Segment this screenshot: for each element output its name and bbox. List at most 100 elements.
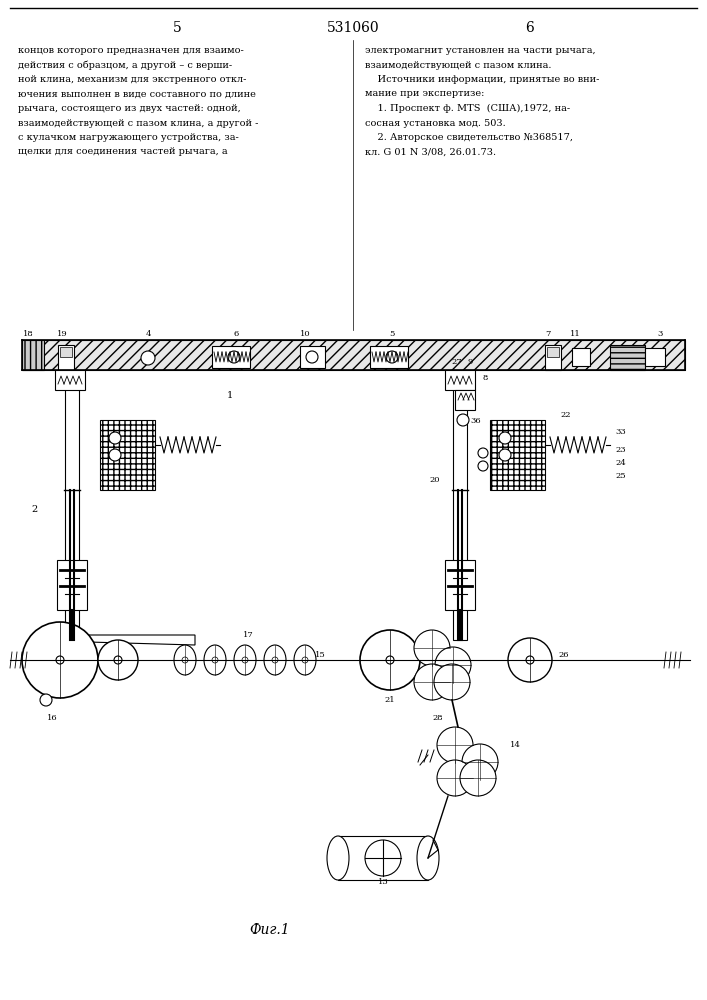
Text: 22: 22 xyxy=(560,411,571,419)
Circle shape xyxy=(109,449,121,461)
Bar xyxy=(490,420,545,490)
Circle shape xyxy=(437,760,473,796)
Bar xyxy=(370,346,408,368)
Bar xyxy=(212,346,250,368)
Text: 28: 28 xyxy=(433,714,443,722)
Text: 1. Проспект ф. МТS  (США),1972, на-: 1. Проспект ф. МТS (США),1972, на- xyxy=(365,104,570,113)
Text: 15: 15 xyxy=(315,651,325,659)
Bar xyxy=(572,348,590,366)
Bar xyxy=(445,560,475,610)
Circle shape xyxy=(360,630,420,690)
Bar xyxy=(55,370,85,390)
Text: щелки для соединения частей рычага, а: щелки для соединения частей рычага, а xyxy=(18,147,228,156)
Text: рычага, состоящего из двух частей: одной,: рычага, состоящего из двух частей: одной… xyxy=(18,104,241,113)
Circle shape xyxy=(460,760,496,796)
Text: 14: 14 xyxy=(510,741,521,749)
Circle shape xyxy=(386,351,398,363)
Bar xyxy=(545,345,561,370)
Text: 1: 1 xyxy=(227,390,233,399)
Text: 19: 19 xyxy=(57,330,67,338)
Circle shape xyxy=(435,647,471,683)
Circle shape xyxy=(114,656,122,664)
Text: 27: 27 xyxy=(452,358,462,366)
Bar xyxy=(455,390,475,410)
Text: Источники информации, принятые во вни-: Источники информации, принятые во вни- xyxy=(365,75,600,84)
Polygon shape xyxy=(88,635,195,645)
Circle shape xyxy=(414,664,450,700)
Circle shape xyxy=(182,657,188,663)
Text: электромагнит установлен на части рычага,: электромагнит установлен на части рычага… xyxy=(365,46,595,55)
Ellipse shape xyxy=(204,645,226,675)
Circle shape xyxy=(434,664,470,700)
Text: 6: 6 xyxy=(525,21,534,35)
Circle shape xyxy=(478,448,488,458)
Bar xyxy=(610,345,645,370)
Circle shape xyxy=(508,638,552,682)
Circle shape xyxy=(228,351,240,363)
Text: 5: 5 xyxy=(173,21,182,35)
Text: кл. G 01 N 3/08, 26.01.73.: кл. G 01 N 3/08, 26.01.73. xyxy=(365,147,496,156)
Circle shape xyxy=(478,461,488,471)
Bar xyxy=(58,345,74,370)
Text: 2: 2 xyxy=(32,506,38,514)
Bar xyxy=(547,347,559,357)
Ellipse shape xyxy=(327,836,349,880)
Bar xyxy=(65,370,79,640)
Text: 2. Авторское свидетельство №368517,: 2. Авторское свидетельство №368517, xyxy=(365,133,573,142)
Text: Фиг.1: Фиг.1 xyxy=(250,923,291,937)
Text: 10: 10 xyxy=(300,330,310,338)
Text: 13: 13 xyxy=(378,878,388,886)
Ellipse shape xyxy=(294,645,316,675)
Circle shape xyxy=(109,432,121,444)
Text: взаимодействующей с пазом клина, а другой -: взаимодействующей с пазом клина, а друго… xyxy=(18,118,258,127)
Bar xyxy=(338,836,428,880)
Circle shape xyxy=(302,657,308,663)
Text: 3: 3 xyxy=(658,330,662,338)
Text: мание при экспертизе:: мание при экспертизе: xyxy=(365,90,484,99)
Circle shape xyxy=(499,432,511,444)
Circle shape xyxy=(22,622,98,698)
Bar xyxy=(645,348,665,366)
Bar xyxy=(57,560,87,610)
Text: действия с образцом, а другой – с верши-: действия с образцом, а другой – с верши- xyxy=(18,60,232,70)
Text: концов которого предназначен для взаимо-: концов которого предназначен для взаимо- xyxy=(18,46,244,55)
Bar xyxy=(453,370,467,640)
Circle shape xyxy=(242,657,248,663)
Text: 8: 8 xyxy=(482,374,488,382)
Ellipse shape xyxy=(417,836,439,880)
Text: 11: 11 xyxy=(570,330,580,338)
Circle shape xyxy=(272,657,278,663)
Text: 21: 21 xyxy=(385,696,395,704)
Circle shape xyxy=(386,656,394,664)
Text: 17: 17 xyxy=(243,631,253,639)
Bar xyxy=(60,347,72,357)
Circle shape xyxy=(437,727,473,763)
Text: ной клина, механизм для экстренного откл-: ной клина, механизм для экстренного откл… xyxy=(18,75,246,84)
Circle shape xyxy=(141,351,155,365)
Bar xyxy=(300,346,325,368)
Ellipse shape xyxy=(174,645,196,675)
Bar xyxy=(100,420,155,490)
Circle shape xyxy=(56,656,64,664)
Text: 26: 26 xyxy=(558,651,568,659)
Circle shape xyxy=(414,630,450,666)
Circle shape xyxy=(457,414,469,426)
Text: 25: 25 xyxy=(615,472,626,480)
Text: взаимодействующей с пазом клина.: взаимодействующей с пазом клина. xyxy=(365,60,551,70)
Text: 20: 20 xyxy=(429,476,440,484)
Circle shape xyxy=(365,840,401,876)
Circle shape xyxy=(526,656,534,664)
Text: ючения выполнен в виде составного по длине: ючения выполнен в виде составного по дли… xyxy=(18,90,256,99)
Text: 6: 6 xyxy=(233,330,239,338)
Text: 24: 24 xyxy=(615,459,626,467)
Text: 9: 9 xyxy=(467,358,473,366)
Circle shape xyxy=(306,351,318,363)
Text: 36: 36 xyxy=(470,417,481,425)
Bar xyxy=(22,340,44,370)
Text: 23: 23 xyxy=(615,446,626,454)
Bar xyxy=(22,340,685,370)
Text: 7: 7 xyxy=(545,330,551,338)
Text: 16: 16 xyxy=(47,714,57,722)
Text: 33: 33 xyxy=(615,428,626,436)
Circle shape xyxy=(499,449,511,461)
